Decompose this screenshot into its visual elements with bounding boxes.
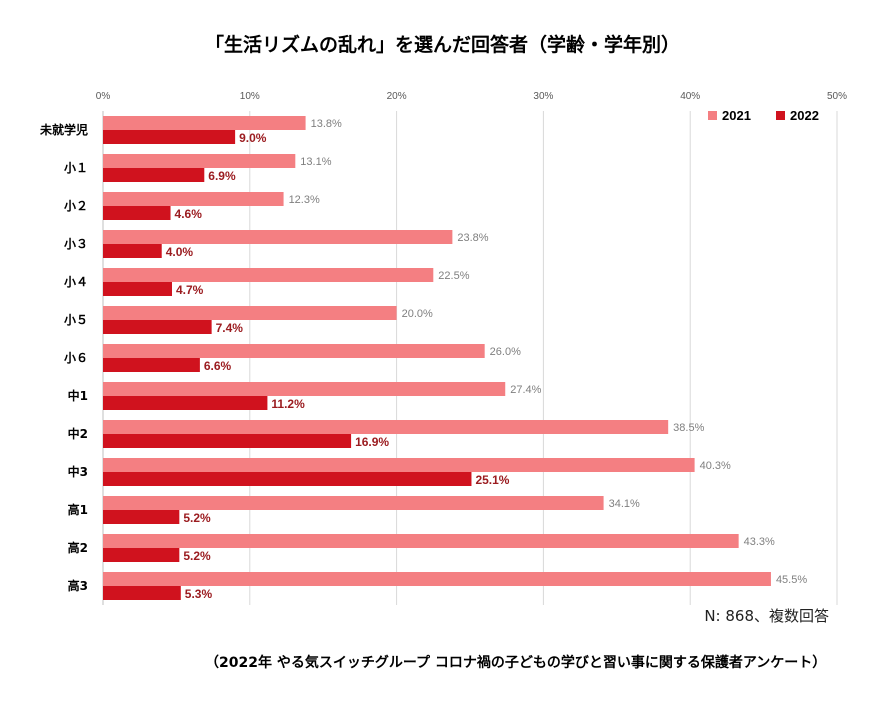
bar-2022 <box>103 244 162 258</box>
category-label: 小５ <box>64 312 88 327</box>
data-label-2021: 38.5% <box>673 422 704 434</box>
data-label-2022: 7.4% <box>216 321 244 335</box>
category-label: 高3 <box>68 578 88 593</box>
bar-2022 <box>103 358 200 372</box>
data-label-2022: 16.9% <box>355 435 389 449</box>
chart-title: 「生活リズムの乱れ」を選んだ回答者（学齢・学年別） <box>204 34 680 56</box>
x-tick-label: 20% <box>387 91 407 102</box>
category-label: 小２ <box>64 198 88 213</box>
data-label-2021: 26.0% <box>490 346 521 358</box>
category-label: 中3 <box>68 464 88 479</box>
data-label-2021: 34.1% <box>609 498 640 510</box>
category-label: 未就学児 <box>39 122 88 137</box>
bar-2022 <box>103 396 268 410</box>
x-tick-label: 0% <box>96 91 111 102</box>
x-tick-label: 30% <box>533 91 553 102</box>
bar-2022 <box>103 282 172 296</box>
category-label: 高2 <box>68 540 88 555</box>
bar-2022 <box>103 510 180 524</box>
category-label: 小１ <box>64 160 88 175</box>
sample-note: N: 868、複数回答 <box>704 607 829 625</box>
legend-swatch-2021 <box>708 111 717 120</box>
bar-2021 <box>103 382 506 396</box>
bar-2022 <box>103 586 181 600</box>
data-label-2021: 22.5% <box>438 270 469 282</box>
bar-2021 <box>103 154 296 168</box>
data-label-2021: 13.8% <box>311 118 342 130</box>
data-label-2022: 5.2% <box>183 549 211 563</box>
bar-2021 <box>103 420 669 434</box>
data-label-2022: 5.3% <box>185 587 213 601</box>
bar-2021 <box>103 496 604 510</box>
x-tick-label: 50% <box>827 91 847 102</box>
data-label-2022: 9.0% <box>239 131 267 145</box>
bar-2022 <box>103 320 212 334</box>
bar-2021 <box>103 116 306 130</box>
x-tick-label: 10% <box>240 91 260 102</box>
category-label: 中2 <box>68 426 88 441</box>
bar-2021 <box>103 458 695 472</box>
data-label-2022: 4.6% <box>175 207 203 221</box>
data-label-2021: 20.0% <box>402 308 433 320</box>
x-tick-label: 40% <box>680 91 700 102</box>
data-label-2021: 45.5% <box>776 574 807 586</box>
category-label: 小４ <box>64 274 88 289</box>
bar-2022 <box>103 168 205 182</box>
category-label: 小３ <box>64 236 88 251</box>
bar-2021 <box>103 572 771 586</box>
data-label-2022: 4.0% <box>166 245 194 259</box>
bar-2021 <box>103 534 739 548</box>
data-label-2021: 40.3% <box>700 460 731 472</box>
legend-label-2021: 2021 <box>722 108 751 123</box>
legend-label-2022: 2022 <box>790 108 819 123</box>
category-label: 小６ <box>64 350 88 365</box>
bar-2022 <box>103 434 352 448</box>
bar-2022 <box>103 130 236 144</box>
bar-2021 <box>103 306 397 320</box>
data-label-2021: 27.4% <box>510 384 541 396</box>
bar-2022 <box>103 548 180 562</box>
category-label: 中1 <box>68 388 88 403</box>
bar-2022 <box>103 472 472 486</box>
data-label-2022: 6.9% <box>208 169 236 183</box>
data-label-2021: 23.8% <box>457 232 488 244</box>
data-label-2021: 13.1% <box>300 156 331 168</box>
data-label-2022: 4.7% <box>176 283 204 297</box>
data-label-2021: 43.3% <box>744 536 775 548</box>
data-label-2021: 12.3% <box>289 194 320 206</box>
source-note: （2022年 やる気スイッチグループ コロナ禍の子どもの学びと習い事に関する保護… <box>205 655 827 671</box>
bar-2022 <box>103 206 171 220</box>
data-label-2022: 5.2% <box>183 511 211 525</box>
bar-2021 <box>103 230 453 244</box>
data-label-2022: 6.6% <box>204 359 232 373</box>
bar-2021 <box>103 344 485 358</box>
bar-2021 <box>103 192 284 206</box>
legend-swatch-2022 <box>776 111 785 120</box>
data-label-2022: 11.2% <box>271 397 305 411</box>
data-label-2022: 25.1% <box>475 473 509 487</box>
bar-2021 <box>103 268 434 282</box>
category-label: 高1 <box>68 502 88 517</box>
